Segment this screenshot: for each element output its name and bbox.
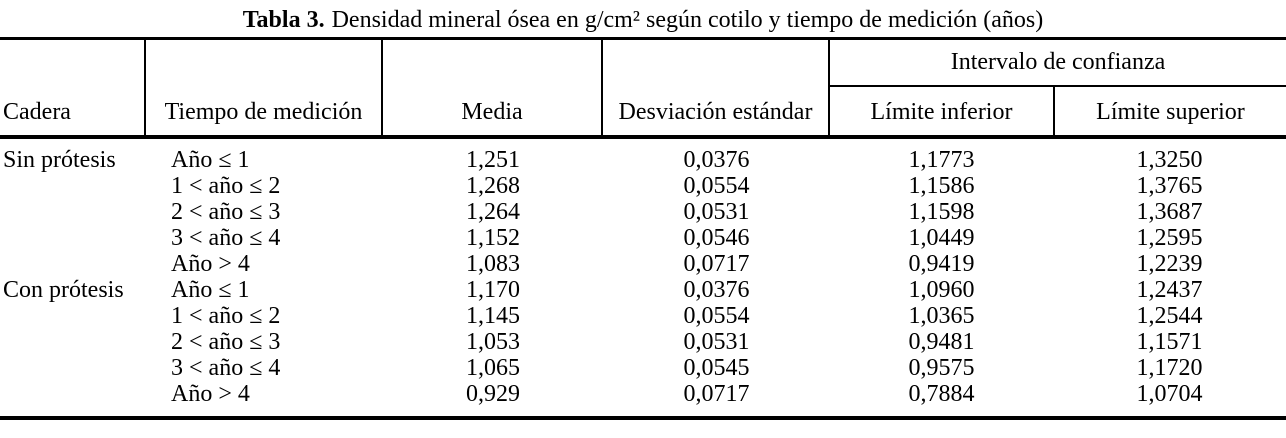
cell-limite-superior: 1,2544: [1136, 303, 1203, 329]
cell-media: 1,170: [466, 277, 520, 303]
cell-limite-inferior: 0,9481: [908, 329, 975, 355]
cell-limite-superior: 1,2437: [1136, 277, 1203, 303]
cell-limite-inferior: 1,1773: [908, 147, 975, 173]
table-row: 1 < año ≤ 2 1,145 0,0554 1,0365 1,2544: [0, 303, 1286, 329]
cell-desviacion: 0,0717: [683, 251, 750, 277]
cell-tiempo: 1 < año ≤ 2: [171, 303, 281, 329]
cell-limite-inferior: 0,9575: [908, 355, 975, 381]
col-header-tiempo: Tiempo de medición: [146, 40, 383, 135]
cell-desviacion: 0,0554: [683, 303, 750, 329]
cell-desviacion: 0,0546: [683, 225, 750, 251]
table-caption-label: Tabla 3.: [242, 7, 325, 33]
col-header-media: Media: [383, 40, 603, 135]
cell-cadera: [0, 329, 146, 355]
cell-desviacion: 0,0376: [683, 277, 750, 303]
cell-limite-superior: 1,0704: [1136, 381, 1203, 407]
table-row: Sin prótesis Año ≤ 1 1,251 0,0376 1,1773…: [0, 147, 1286, 173]
cell-cadera: [0, 355, 146, 381]
cell-limite-superior: 1,3687: [1136, 199, 1203, 225]
table-caption: Tabla 3. Densidad mineral ósea en g/cm² s…: [0, 0, 1286, 37]
cell-limite-inferior: 0,9419: [908, 251, 975, 277]
cell-media: 1,251: [466, 147, 520, 173]
cell-cadera: [0, 251, 146, 277]
cell-limite-superior: 1,2595: [1136, 225, 1203, 251]
cell-tiempo: 3 < año ≤ 4: [171, 225, 281, 251]
table-row: 2 < año ≤ 3 1,053 0,0531 0,9481 1,1571: [0, 329, 1286, 355]
table-row: 3 < año ≤ 4 1,065 0,0545 0,9575 1,1720: [0, 355, 1286, 381]
cell-limite-inferior: 1,0365: [908, 303, 975, 329]
cell-limite-superior: 1,1720: [1136, 355, 1203, 381]
cell-desviacion: 0,0717: [683, 381, 750, 407]
cell-tiempo: Año ≤ 1: [171, 277, 250, 303]
cell-tiempo: Año > 4: [171, 381, 250, 407]
cell-limite-inferior: 1,1598: [908, 199, 975, 225]
table-row: Año > 4 1,083 0,0717 0,9419 1,2239: [0, 251, 1286, 277]
cell-media: 1,083: [466, 251, 520, 277]
cell-tiempo: Año ≤ 1: [171, 147, 250, 173]
cell-cadera: [0, 199, 146, 225]
cell-tiempo: 3 < año ≤ 4: [171, 355, 281, 381]
cell-desviacion: 0,0531: [683, 199, 750, 225]
cell-cadera: Sin prótesis: [3, 147, 116, 173]
cell-media: 1,065: [466, 355, 520, 381]
table-row: 2 < año ≤ 3 1,264 0,0531 1,1598 1,3687: [0, 199, 1286, 225]
table-row: Año > 4 0,929 0,0717 0,7884 1,0704: [0, 381, 1286, 407]
col-group-header-intervalo: Intervalo de confianza: [830, 40, 1286, 87]
table-header: Cadera Tiempo de medición Media Desviaci…: [0, 40, 1286, 139]
data-table: Cadera Tiempo de medición Media Desviaci…: [0, 37, 1286, 420]
cell-media: 1,264: [466, 199, 520, 225]
cell-limite-inferior: 1,0960: [908, 277, 975, 303]
col-header-cadera: Cadera: [0, 40, 146, 135]
cell-media: 1,053: [466, 329, 520, 355]
cell-limite-superior: 1,3765: [1136, 173, 1203, 199]
cell-limite-inferior: 1,1586: [908, 173, 975, 199]
col-header-limite-inferior: Límite inferior: [870, 99, 1013, 125]
cell-media: 0,929: [466, 381, 520, 407]
cell-cadera: [0, 173, 146, 199]
cell-limite-inferior: 0,7884: [908, 381, 975, 407]
table-body: Sin prótesis Año ≤ 1 1,251 0,0376 1,1773…: [0, 139, 1286, 416]
col-group-intervalo: Intervalo de confianza Límite inferior L…: [830, 40, 1286, 135]
cell-media: 1,152: [466, 225, 520, 251]
cell-limite-superior: 1,3250: [1136, 147, 1203, 173]
table-row: 1 < año ≤ 2 1,268 0,0554 1,1586 1,3765: [0, 173, 1286, 199]
cell-limite-superior: 1,2239: [1136, 251, 1203, 277]
cell-media: 1,145: [466, 303, 520, 329]
cell-tiempo: 2 < año ≤ 3: [171, 329, 281, 355]
cell-desviacion: 0,0545: [683, 355, 750, 381]
cell-desviacion: 0,0531: [683, 329, 750, 355]
cell-desviacion: 0,0376: [683, 147, 750, 173]
table-row: 3 < año ≤ 4 1,152 0,0546 1,0449 1,2595: [0, 225, 1286, 251]
col-header-desviacion: Desviación estándar: [603, 40, 830, 135]
col-group-subheaders: Límite inferior Límite superior: [830, 87, 1286, 135]
table-caption-text: Densidad mineral ósea en g/cm² según cot…: [331, 7, 1044, 33]
cell-cadera: [0, 303, 146, 329]
cell-cadera: [0, 381, 146, 407]
cell-tiempo: 2 < año ≤ 3: [171, 199, 281, 225]
table-row: Con prótesis Año ≤ 1 1,170 0,0376 1,0960…: [0, 277, 1286, 303]
cell-limite-superior: 1,1571: [1136, 329, 1203, 355]
cell-cadera: Con prótesis: [3, 277, 124, 303]
cell-media: 1,268: [466, 173, 520, 199]
cell-tiempo: Año > 4: [171, 251, 250, 277]
cell-desviacion: 0,0554: [683, 173, 750, 199]
cell-tiempo: 1 < año ≤ 2: [171, 173, 281, 199]
cell-cadera: [0, 225, 146, 251]
col-header-limite-superior: Límite superior: [1053, 87, 1286, 135]
cell-limite-inferior: 1,0449: [908, 225, 975, 251]
